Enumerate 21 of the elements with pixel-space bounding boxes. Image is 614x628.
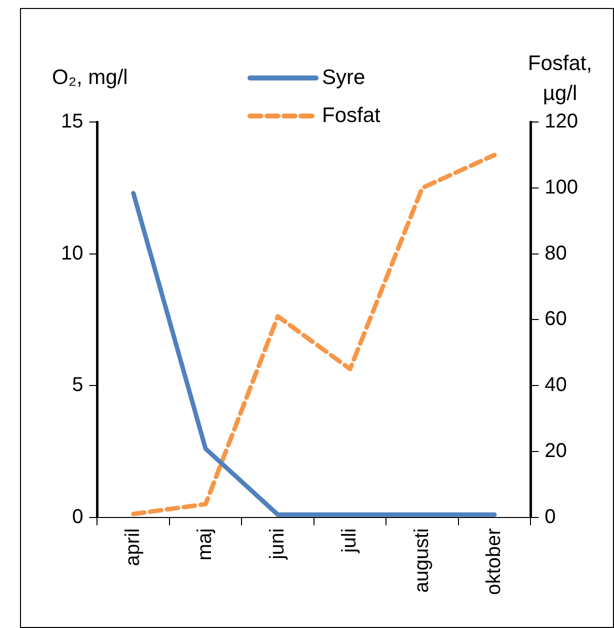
y2-axis-title: Fosfat, µg/l <box>528 52 592 105</box>
y2-tick-label: 100 <box>544 176 578 198</box>
y2-tick-label: 120 <box>544 110 578 133</box>
y-tick-label: 5 <box>72 374 84 396</box>
legend-label: Fosfat <box>322 104 381 127</box>
x-tick-label: juli <box>338 528 361 554</box>
y2-tick-label: 40 <box>544 374 567 396</box>
x-tick-label: april <box>122 528 144 566</box>
legend-label: Syre <box>322 66 366 89</box>
x-tick-label: augusti <box>410 528 433 593</box>
y2-tick-label: 0 <box>544 506 556 528</box>
y-tick-label: 10 <box>60 242 84 264</box>
x-tick-label: juni <box>266 528 288 560</box>
y2-tick-label: 20 <box>544 440 567 462</box>
y-axis-title: O₂, mg/l <box>52 66 128 89</box>
x-tick-label: oktober <box>483 528 506 596</box>
y2-tick-label: 60 <box>544 308 567 330</box>
x-tick-label: maj <box>194 528 216 561</box>
y2-tick-label: 80 <box>544 242 567 264</box>
y-tick-label: 15 <box>60 110 84 133</box>
y-tick-label: 0 <box>72 506 84 528</box>
